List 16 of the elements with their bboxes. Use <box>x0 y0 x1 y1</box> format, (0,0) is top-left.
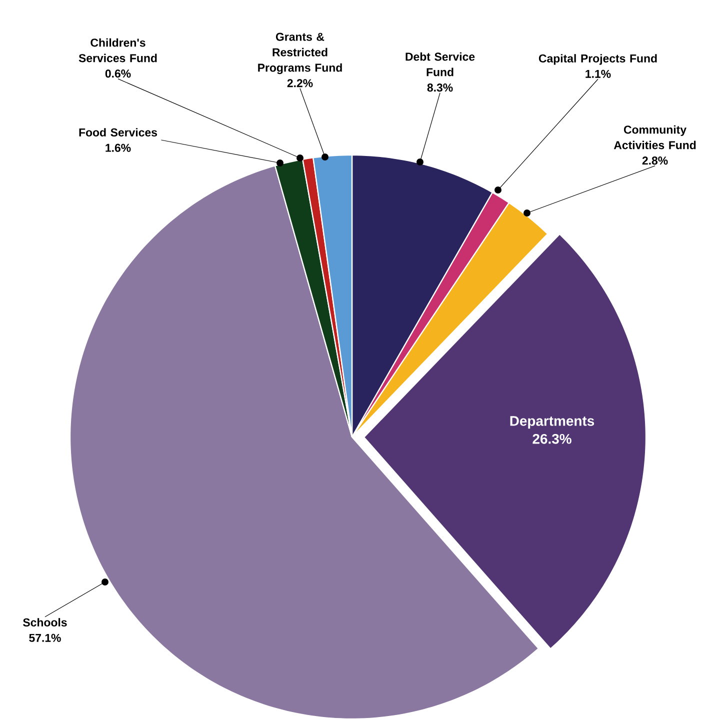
slice-label: Schools <box>23 618 67 626</box>
slice-label: Food Services <box>79 128 158 136</box>
data-label: 1.6% <box>106 144 131 152</box>
data-label: 8.3% <box>427 84 453 92</box>
slice-label: Children's Services Fund <box>78 38 157 62</box>
slice-label: Capital Projects Fund <box>538 54 657 65</box>
slice-label: Grants & Restricted Programs Fund <box>258 32 342 74</box>
data-label: 1.1% <box>586 70 611 78</box>
data-label: 0.6% <box>105 70 131 78</box>
data-label: 2.2% <box>287 79 313 88</box>
data-label: 26.3% <box>532 434 572 444</box>
slice-label: Community Activities Fund <box>614 125 696 150</box>
slice-label: Departments <box>510 416 594 429</box>
slice-label: Debt Service Fund <box>406 52 475 76</box>
data-label: 2.8% <box>642 156 668 165</box>
data-label: 57.1% <box>29 634 61 642</box>
